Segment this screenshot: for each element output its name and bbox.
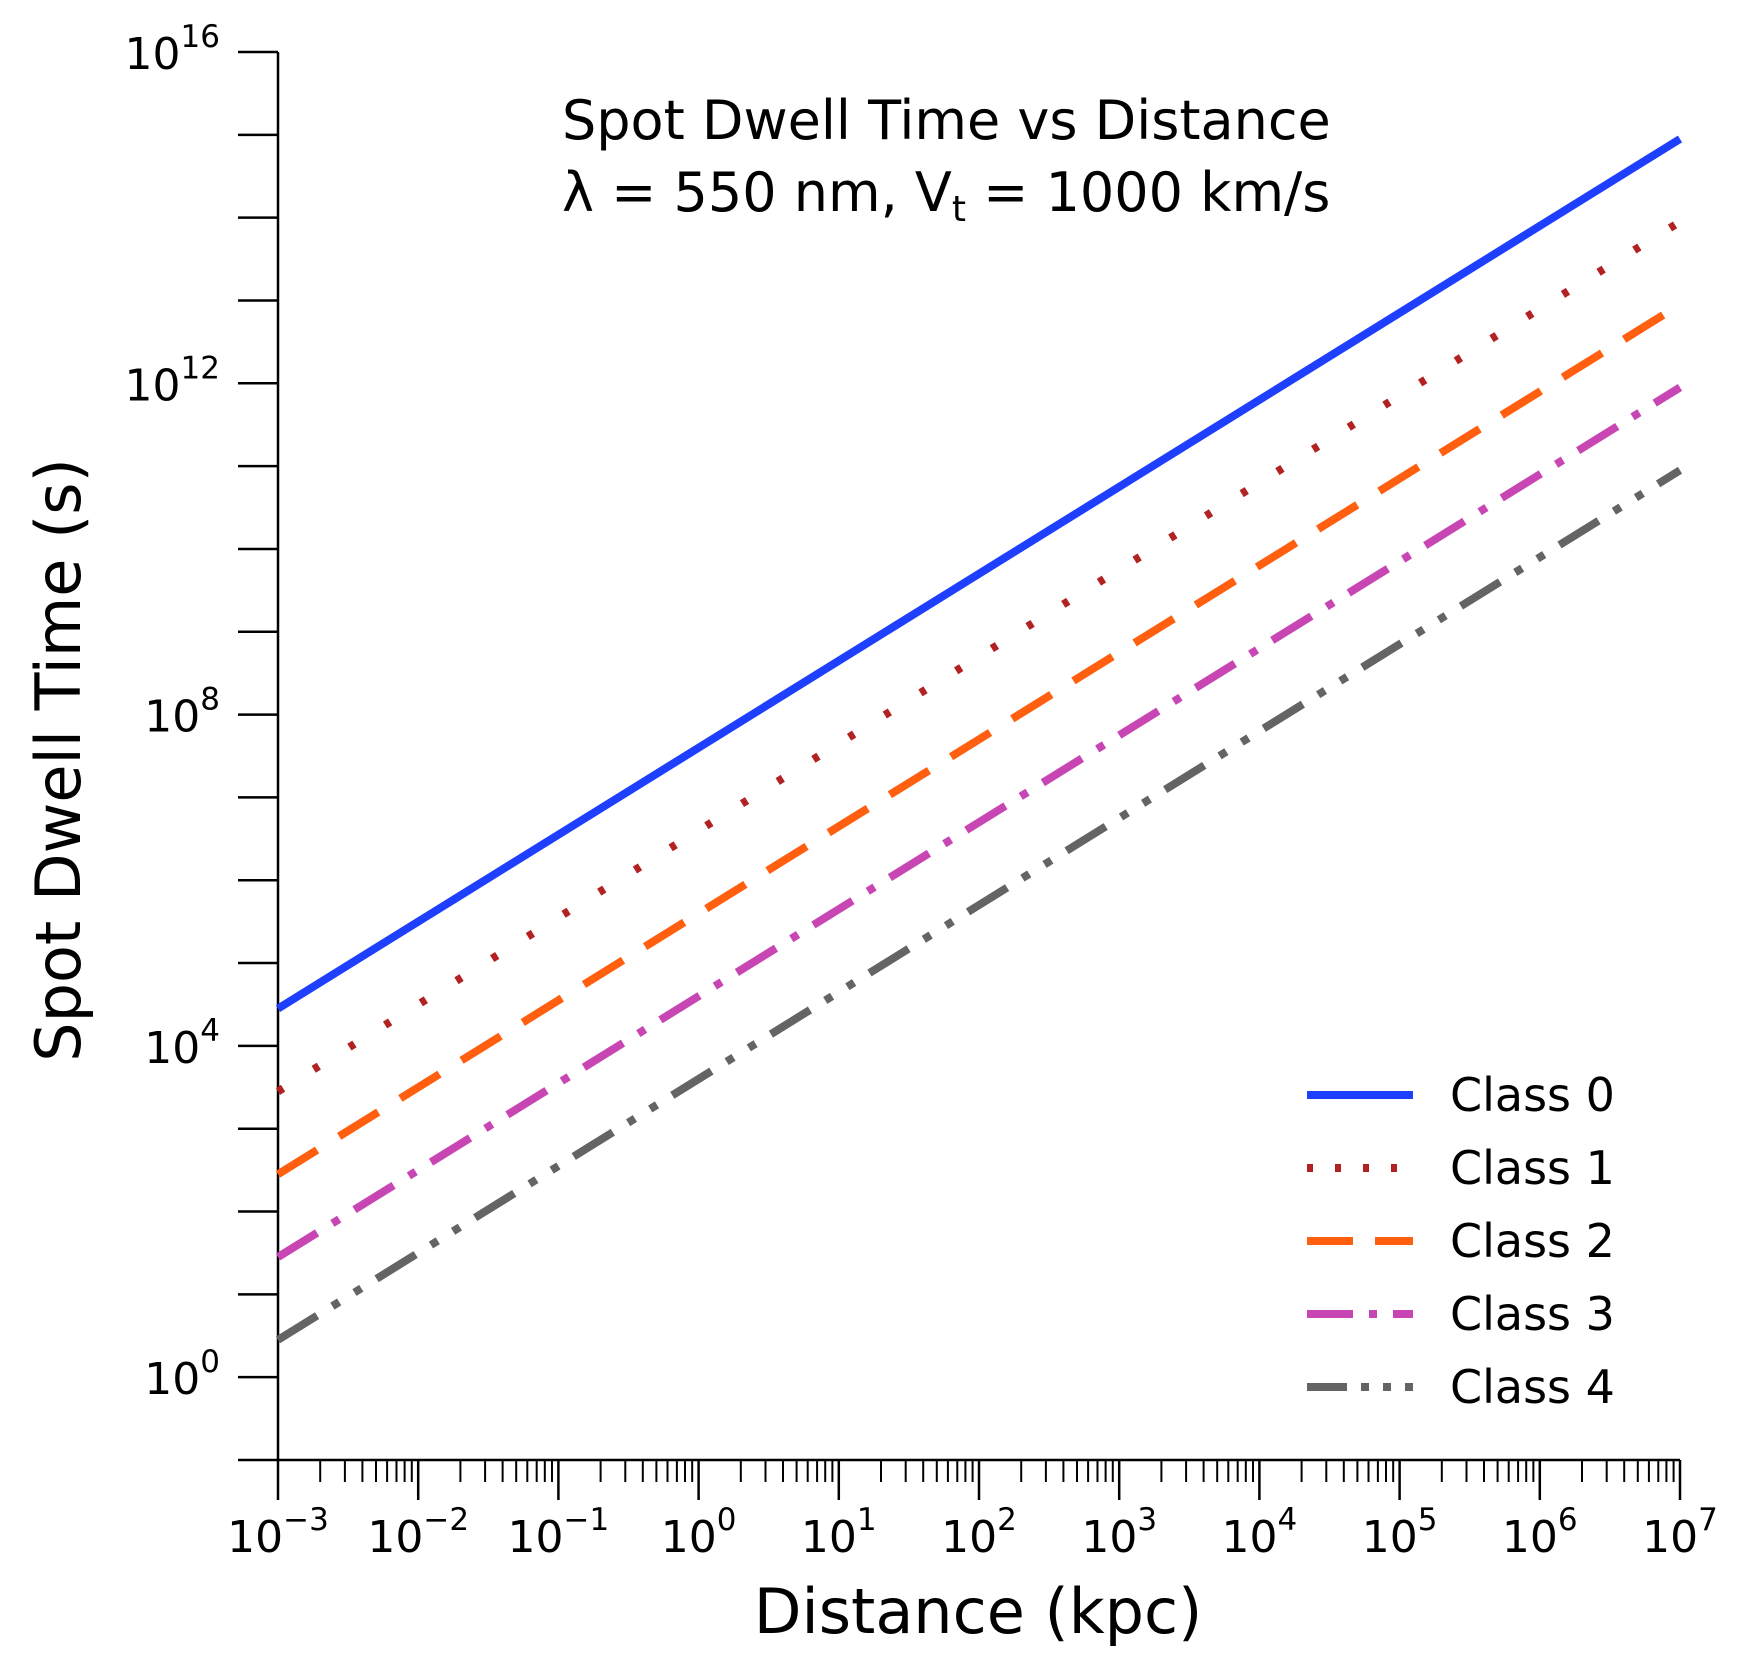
legend-item: Class 0 bbox=[1305, 1058, 1615, 1131]
x-tick-label: 103 bbox=[1081, 1502, 1157, 1563]
legend-item: Class 2 bbox=[1305, 1204, 1615, 1277]
legend-label: Class 1 bbox=[1450, 1140, 1615, 1195]
legend-swatch bbox=[1307, 1382, 1413, 1391]
y-tick-label: 1016 bbox=[125, 19, 220, 80]
x-tick-label: 106 bbox=[1502, 1502, 1578, 1563]
subtitle-subscript: t bbox=[951, 189, 966, 230]
x-tick-label: 105 bbox=[1362, 1502, 1438, 1563]
x-tick-label: 107 bbox=[1642, 1502, 1718, 1563]
legend-label: Class 2 bbox=[1450, 1213, 1615, 1268]
subtitle-suffix: = 1000 km/s bbox=[966, 161, 1331, 224]
legend-label: Class 3 bbox=[1450, 1286, 1615, 1341]
legend-swatch bbox=[1307, 1236, 1413, 1245]
y-tick-label: 100 bbox=[144, 1344, 220, 1405]
x-tick-label: 104 bbox=[1222, 1502, 1298, 1563]
subtitle-prefix: λ = 550 nm, V bbox=[562, 161, 952, 224]
legend-swatch bbox=[1307, 1163, 1413, 1172]
y-tick-label: 108 bbox=[144, 682, 220, 743]
series-line-class-3 bbox=[275, 384, 1683, 1261]
legend-label: Class 0 bbox=[1450, 1067, 1615, 1122]
tick-labels: 100 104 108 1012 1016 10−3 10−2 10−1 100 101 102 10… bbox=[125, 19, 1718, 1563]
x-tick-label: 10−2 bbox=[367, 1502, 469, 1563]
axes bbox=[238, 50, 1682, 1500]
series-line-class-4 bbox=[275, 466, 1683, 1344]
y-axis-label: Spot Dwell Time (s) bbox=[22, 458, 95, 1062]
chart-subtitle: λ = 550 nm, Vt = 1000 km/s bbox=[562, 166, 1330, 228]
legend: Class 0 Class 1 Class 2 Class 3 Class 4 bbox=[1305, 1058, 1615, 1423]
legend-item: Class 4 bbox=[1305, 1350, 1615, 1423]
x-tick-label: 101 bbox=[801, 1502, 877, 1563]
legend-swatch bbox=[1307, 1090, 1413, 1099]
chart-title: Spot Dwell Time vs Distance bbox=[562, 89, 1331, 152]
series-line-class-1 bbox=[275, 218, 1683, 1095]
x-tick-label: 10−1 bbox=[508, 1502, 610, 1563]
legend-label: Class 4 bbox=[1450, 1359, 1615, 1414]
series-line-class-2 bbox=[275, 301, 1683, 1178]
x-axis-label: Distance (kpc) bbox=[754, 1575, 1203, 1648]
x-tick-label: 10−3 bbox=[227, 1502, 329, 1563]
y-tick-label: 1012 bbox=[125, 350, 220, 411]
y-tick-label: 104 bbox=[144, 1013, 220, 1074]
legend-item: Class 3 bbox=[1305, 1277, 1615, 1350]
legend-swatch bbox=[1307, 1309, 1413, 1318]
legend-item: Class 1 bbox=[1305, 1131, 1615, 1204]
x-tick-label: 100 bbox=[661, 1502, 737, 1563]
series-line-class-0 bbox=[275, 135, 1683, 1013]
x-tick-label: 102 bbox=[941, 1502, 1017, 1563]
series-lines bbox=[275, 135, 1683, 1344]
